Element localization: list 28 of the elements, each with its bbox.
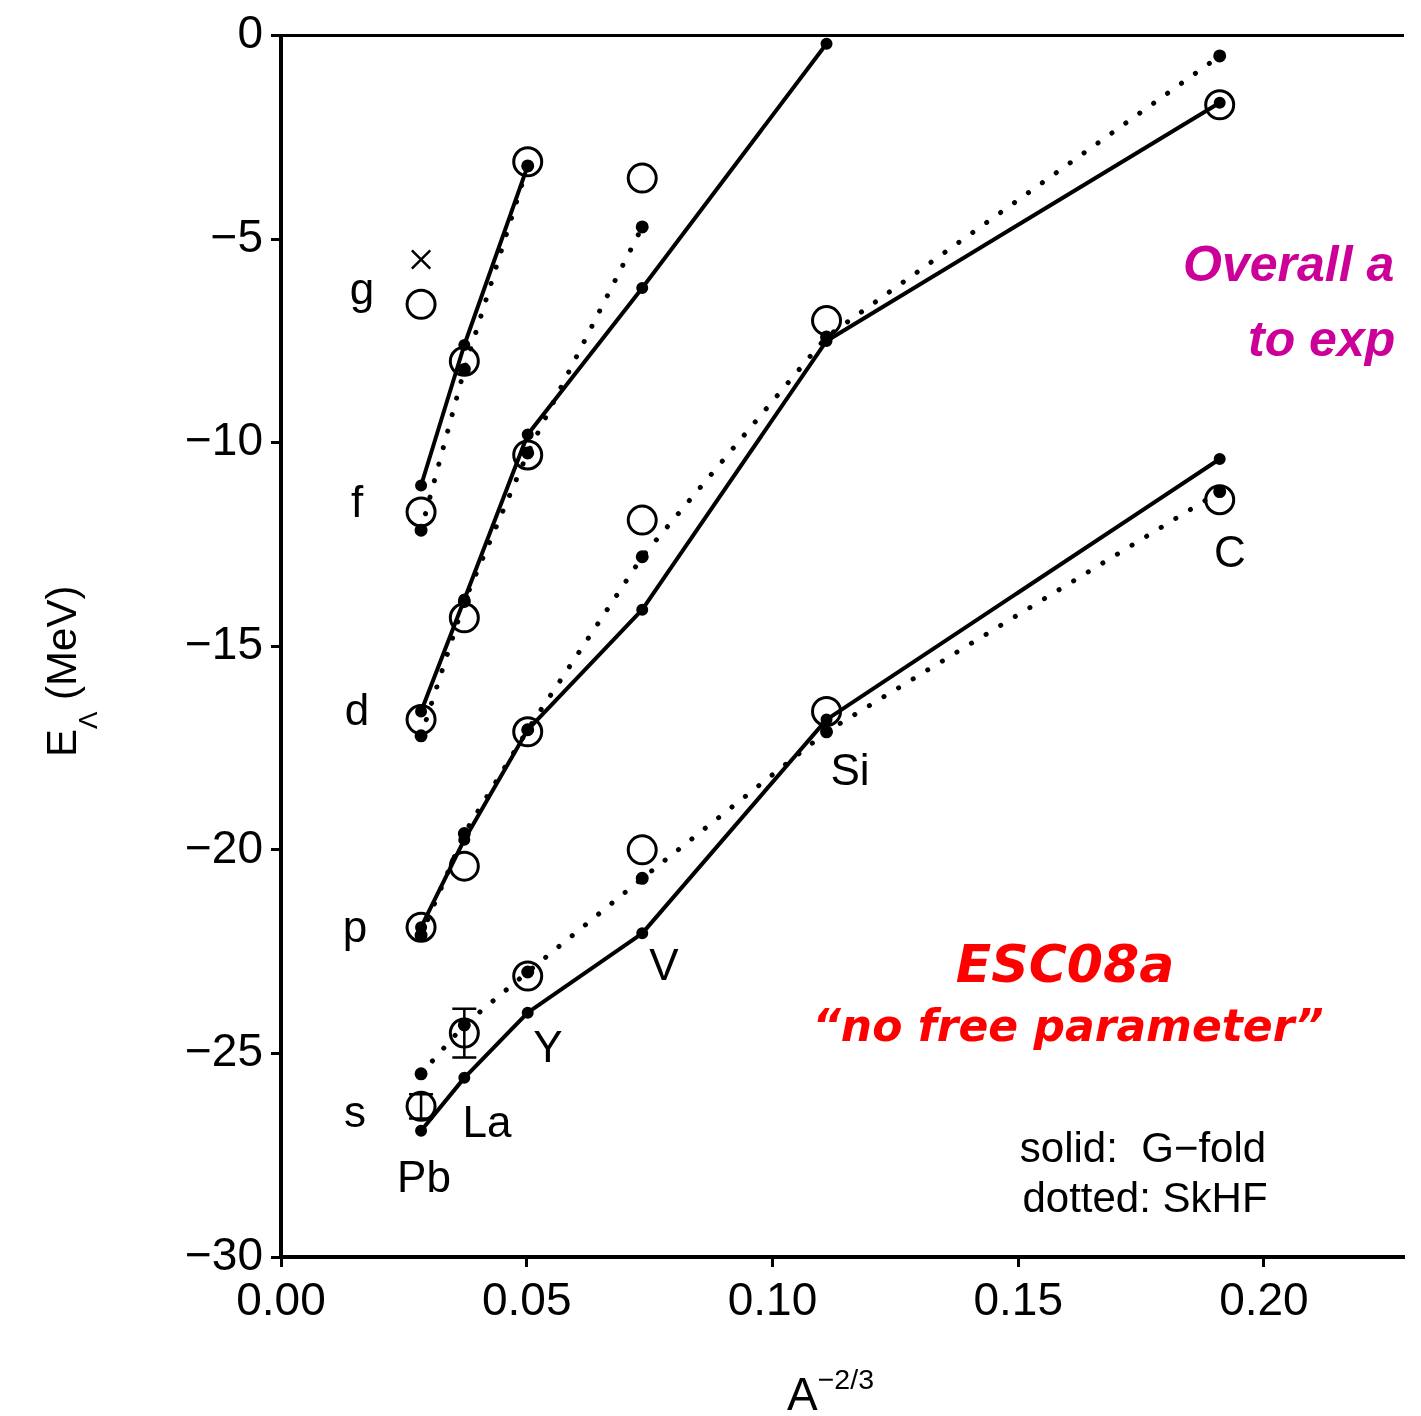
y-tick-label: −25 [184,1024,263,1077]
annotation: “no free parameter” [812,1000,1324,1052]
y-axis-title: EΛ (MeV) [38,585,103,757]
y-tick-label: −15 [184,616,263,669]
x-tick-label: 0.20 [1219,1273,1309,1326]
annotation: Si [830,745,870,795]
annotation: f [350,477,364,527]
y-tick-label: 0 [237,6,263,59]
annotation: ESC08a [955,933,1175,994]
x-tick-label: 0.15 [973,1273,1063,1326]
annotation: s [344,1087,366,1137]
annotation: Pb [397,1152,451,1202]
annotation: d [344,685,370,735]
x-tick-label: 0.10 [727,1273,818,1326]
y-tick-label: −5 [210,209,263,262]
annotation: Overall a [1183,235,1395,292]
annotation: to exp [1248,310,1396,367]
annotation: La [462,1097,512,1147]
y-tick-label: −20 [184,820,263,873]
annotation: solid: G−fold [1019,1123,1267,1171]
annotation: C [1214,527,1246,577]
annotation: Y [533,1022,563,1072]
annotation: p [342,902,368,952]
annotation: V [649,940,680,990]
x-tick-label: 0.05 [481,1273,572,1326]
annotation: dotted: SkHF [1022,1173,1268,1221]
annotation: g [349,264,375,314]
y-tick-label: −10 [184,413,263,466]
